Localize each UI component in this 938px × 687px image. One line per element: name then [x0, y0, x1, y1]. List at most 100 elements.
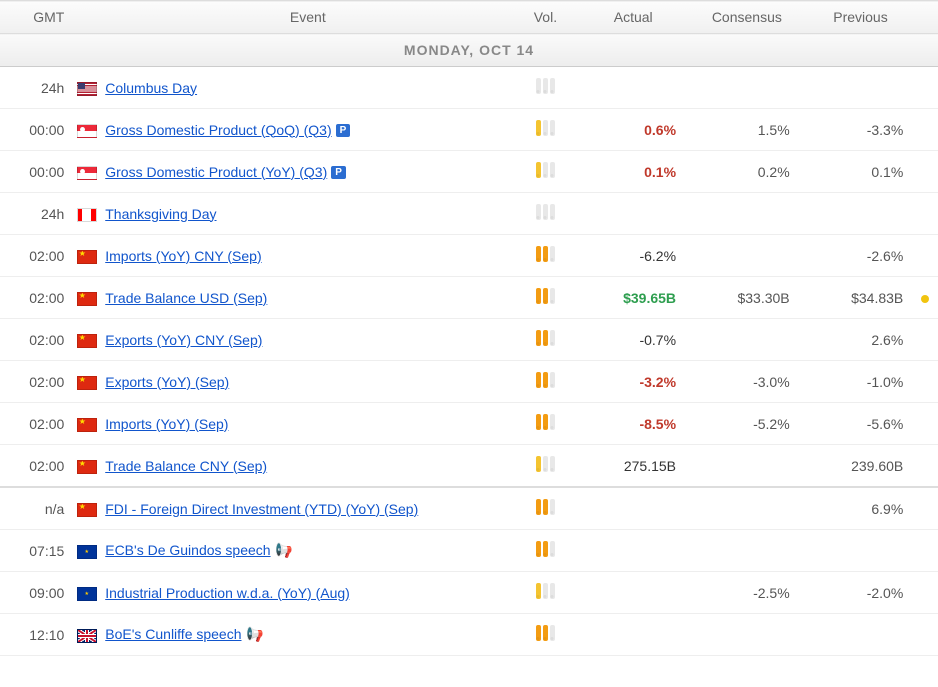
indicator-cell — [917, 277, 938, 319]
event-cell: ECB's De Guindos speech 📢 — [101, 530, 514, 572]
event-link[interactable]: Exports (YoY) (Sep) — [105, 374, 229, 390]
actual-value — [576, 67, 690, 109]
country-flag-cell — [72, 445, 101, 488]
event-cell: Exports (YoY) (Sep) — [101, 361, 514, 403]
flag-icon — [77, 292, 97, 306]
flag-icon — [77, 124, 97, 138]
col-header-actual: Actual — [576, 1, 690, 34]
event-time: 02:00 — [0, 277, 72, 319]
flag-icon — [77, 460, 97, 474]
actual-value — [576, 487, 690, 530]
volatility-icon — [536, 162, 555, 178]
country-flag-cell — [72, 530, 101, 572]
actual-value: -8.5% — [576, 403, 690, 445]
event-cell: Industrial Production w.d.a. (YoY) (Aug) — [101, 572, 514, 614]
event-time: 02:00 — [0, 445, 72, 488]
volatility-icon — [536, 625, 555, 641]
col-header-gmt: GMT — [0, 1, 72, 34]
volatility-cell — [514, 445, 576, 488]
col-header-event: Event — [101, 1, 514, 34]
country-flag-cell — [72, 319, 101, 361]
event-link[interactable]: Imports (YoY) (Sep) — [105, 416, 228, 432]
previous-value: $34.83B — [804, 277, 918, 319]
event-cell: Imports (YoY) CNY (Sep) — [101, 235, 514, 277]
event-time: 09:00 — [0, 572, 72, 614]
event-time: 02:00 — [0, 403, 72, 445]
col-header-previous: Previous — [804, 1, 918, 34]
consensus-value — [690, 445, 804, 488]
previous-value: 2.6% — [804, 319, 918, 361]
actual-value: -6.2% — [576, 235, 690, 277]
event-time: 02:00 — [0, 361, 72, 403]
volatility-icon — [536, 499, 555, 515]
consensus-value — [690, 235, 804, 277]
previous-value: 239.60B — [804, 445, 918, 488]
event-row: 02:00Imports (YoY) CNY (Sep)-6.2%-2.6% — [0, 235, 938, 277]
event-time: 00:00 — [0, 109, 72, 151]
consensus-value — [690, 193, 804, 235]
event-link[interactable]: Gross Domestic Product (YoY) (Q3) — [105, 164, 327, 180]
event-row: 12:10BoE's Cunliffe speech📢 — [0, 614, 938, 656]
country-flag-cell — [72, 614, 101, 656]
indicator-cell — [917, 530, 938, 572]
volatility-icon — [536, 120, 555, 136]
event-link[interactable]: Columbus Day — [105, 80, 197, 96]
country-flag-cell — [72, 403, 101, 445]
flag-icon — [77, 545, 97, 559]
revision-dot-icon — [921, 295, 929, 303]
volatility-icon — [536, 583, 555, 599]
country-flag-cell — [72, 235, 101, 277]
previous-value: -3.3% — [804, 109, 918, 151]
country-flag-cell — [72, 193, 101, 235]
volatility-icon — [536, 246, 555, 262]
volatility-cell — [514, 614, 576, 656]
consensus-value: 0.2% — [690, 151, 804, 193]
economic-calendar-table: GMT Event Vol. Actual Consensus Previous… — [0, 0, 938, 656]
flag-icon — [77, 629, 97, 643]
event-row: 02:00Exports (YoY) CNY (Sep)-0.7%2.6% — [0, 319, 938, 361]
consensus-value — [690, 614, 804, 656]
event-link[interactable]: BoE's Cunliffe speech — [105, 626, 241, 642]
event-row: 02:00Imports (YoY) (Sep)-8.5%-5.2%-5.6% — [0, 403, 938, 445]
consensus-value — [690, 487, 804, 530]
indicator-cell — [917, 361, 938, 403]
event-link[interactable]: ECB's De Guindos speech — [105, 542, 270, 558]
event-row: 02:00Trade Balance CNY (Sep)275.15B239.6… — [0, 445, 938, 488]
event-link[interactable]: Imports (YoY) CNY (Sep) — [105, 248, 261, 264]
speech-icon: 📢 — [246, 626, 263, 643]
flag-icon — [77, 82, 97, 96]
consensus-value — [690, 530, 804, 572]
event-link[interactable]: Trade Balance CNY (Sep) — [105, 458, 267, 474]
event-link[interactable]: Exports (YoY) CNY (Sep) — [105, 332, 262, 348]
volatility-icon — [536, 204, 555, 220]
event-row: 02:00Exports (YoY) (Sep)-3.2%-3.0%-1.0% — [0, 361, 938, 403]
consensus-value: -2.5% — [690, 572, 804, 614]
event-link[interactable]: Trade Balance USD (Sep) — [105, 290, 267, 306]
country-flag-cell — [72, 277, 101, 319]
consensus-value: $33.30B — [690, 277, 804, 319]
preliminary-badge: P — [336, 124, 351, 137]
speech-icon: 📢 — [275, 542, 292, 559]
country-flag-cell — [72, 361, 101, 403]
event-cell: Columbus Day — [101, 67, 514, 109]
indicator-cell — [917, 487, 938, 530]
event-link[interactable]: Thanksgiving Day — [105, 206, 216, 222]
event-cell: Exports (YoY) CNY (Sep) — [101, 319, 514, 361]
previous-value — [804, 193, 918, 235]
consensus-value: 1.5% — [690, 109, 804, 151]
flag-icon — [77, 376, 97, 390]
indicator-cell — [917, 235, 938, 277]
event-link[interactable]: Gross Domestic Product (QoQ) (Q3) — [105, 122, 331, 138]
indicator-cell — [917, 614, 938, 656]
event-link[interactable]: Industrial Production w.d.a. (YoY) (Aug) — [105, 585, 350, 601]
volatility-icon — [536, 288, 555, 304]
event-row: 24hColumbus Day — [0, 67, 938, 109]
indicator-cell — [917, 67, 938, 109]
event-link[interactable]: FDI - Foreign Direct Investment (YTD) (Y… — [105, 501, 418, 517]
country-flag-cell — [72, 487, 101, 530]
event-time: n/a — [0, 487, 72, 530]
consensus-value: -3.0% — [690, 361, 804, 403]
volatility-cell — [514, 319, 576, 361]
header-row: GMT Event Vol. Actual Consensus Previous — [0, 1, 938, 34]
indicator-cell — [917, 319, 938, 361]
